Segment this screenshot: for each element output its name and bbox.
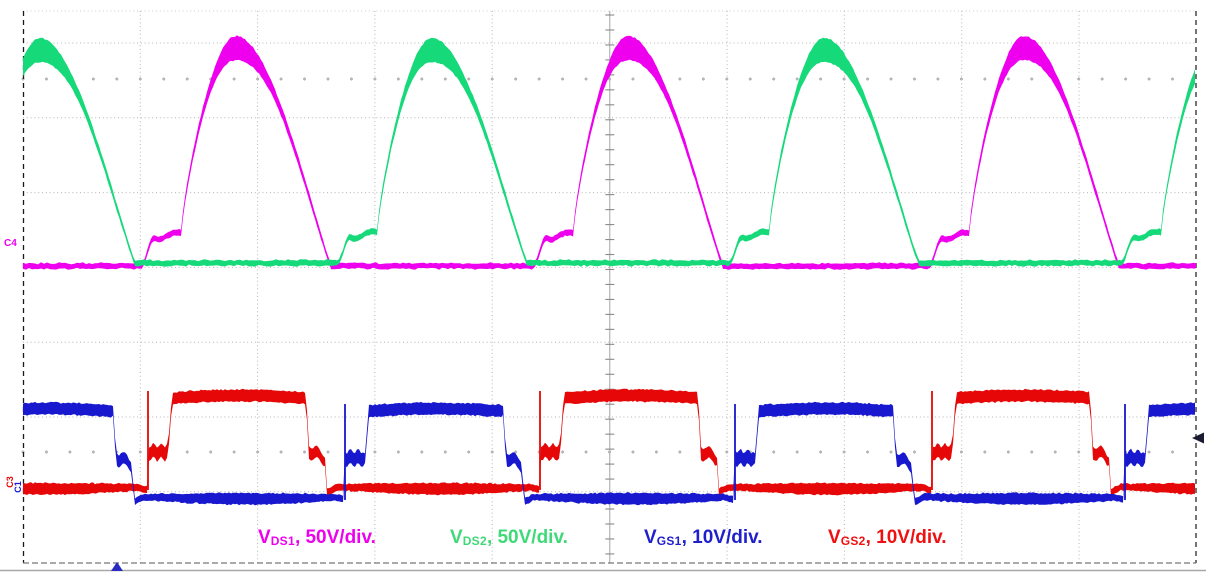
legend-vgs1-scale: , 10V/div. (681, 527, 763, 548)
trigger-position-marker (111, 562, 123, 571)
graticule (0, 10, 1206, 572)
legend-vds1: VDS1, 50V/div. (258, 527, 376, 549)
legend-vgs1-symbol: V (644, 527, 657, 548)
legend-vds1-scale: , 50V/div. (294, 527, 376, 548)
legend-vgs1: VGS1, 10V/div. (644, 527, 763, 549)
trigger-markers (111, 432, 1204, 571)
trigger-level-marker (1192, 432, 1204, 444)
legend-vgs2-subscript: GS2 (840, 534, 866, 549)
channel-marker-c4: C4 (4, 238, 17, 249)
legend-vds1-subscript: DS1 (270, 534, 295, 549)
channel-marker-c1: C1 (12, 481, 23, 493)
trace-v_gs2 (23, 388, 1195, 497)
trace-v_ds1 (23, 35, 1196, 270)
legend-vgs2: VGS2, 10V/div. (828, 527, 947, 549)
legend-vds2-scale: , 50V/div. (486, 527, 568, 548)
legend-vds2: VDS2, 50V/div. (450, 527, 568, 549)
legend-vgs2-scale: , 10V/div. (865, 527, 947, 548)
legend-vds2-subscript: DS2 (462, 534, 487, 549)
legend-vgs1-subscript: GS1 (656, 534, 682, 549)
legend-vds1-symbol: V (258, 527, 271, 548)
legend-vds2-symbol: V (450, 527, 463, 548)
trace-v_gs1 (23, 401, 1195, 506)
legend-vgs2-symbol: V (828, 527, 841, 548)
trace-v_ds2 (23, 37, 1195, 267)
